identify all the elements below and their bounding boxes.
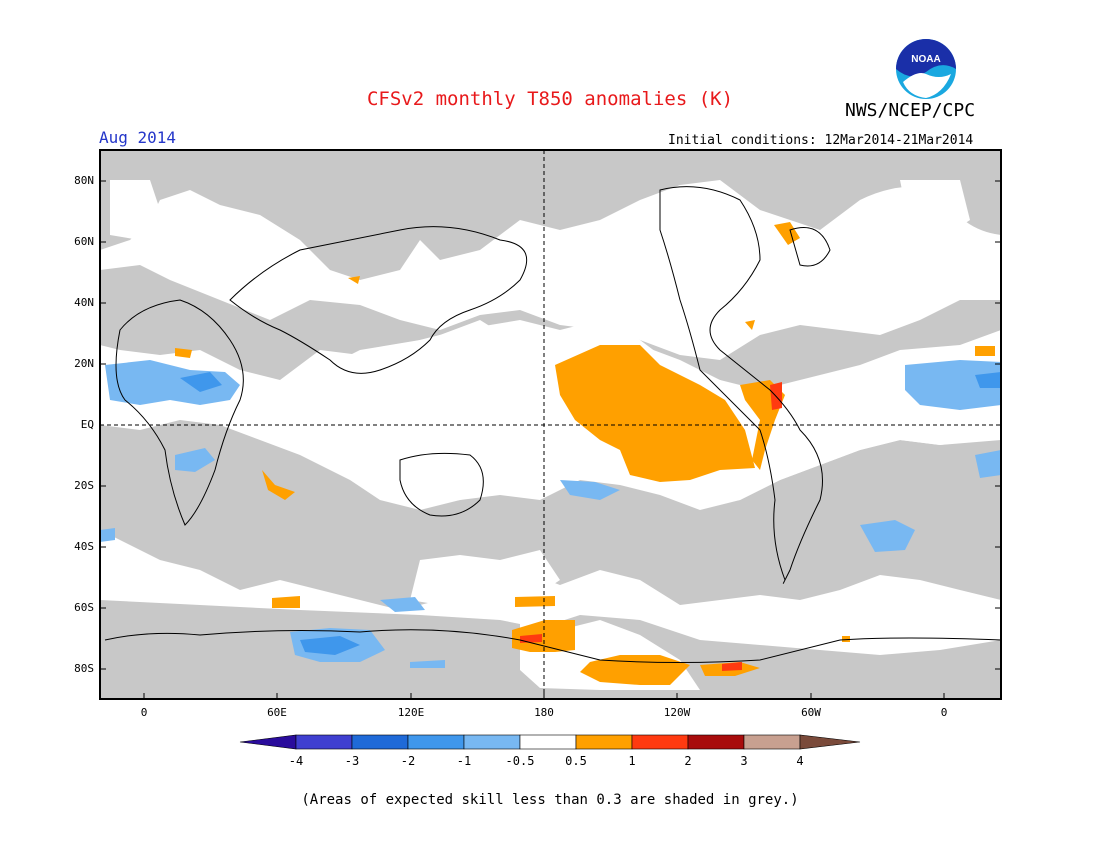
colorbar-swatch [631,734,689,750]
org-label: NWS/NCEP/CPC [845,100,976,121]
coastlines [104,186,1002,663]
colorbar-label: 3 [740,754,748,768]
colorbar-swatch [351,734,409,750]
lon-label-0-east: 0 [940,706,948,719]
colorbar-swatch [743,734,801,750]
colorbar-label: 1 [628,754,636,768]
map-title: CFSv2 monthly T850 anomalies (K) [366,88,734,110]
colorbar-swatch [519,734,577,750]
lon-label-120w: 120W [663,706,691,719]
map-frame [99,149,1002,700]
lon-label-0: 0 [140,706,148,719]
lat-label-40s: 40S [74,540,94,553]
colorbar-label: -0.5 [505,754,535,768]
colorbar-label: -1 [456,754,472,768]
colorbar-swatch [687,734,745,750]
lat-label-80s: 80S [74,662,94,675]
lat-label-20s: 20S [74,479,94,492]
colorbar-swatch [463,734,521,750]
noaa-logo-text: NOAA [911,54,940,65]
lon-label-120e: 120E [397,706,425,719]
lat-label-80n: 80N [74,174,94,187]
colorbar-arrow-right [799,734,861,750]
lon-label-60e: 60E [267,706,287,719]
noaa-logo: NOAA [896,39,956,99]
lat-label-eq: EQ [80,418,94,431]
colorbar-label: -2 [400,754,416,768]
cool-anomalies [100,360,1001,668]
lat-label-40n: 40N [74,296,94,309]
forecast-month: Aug 2014 [99,128,177,147]
lon-label-60w: 60W [801,706,821,719]
lat-label-60n: 60N [74,235,94,248]
lat-label-60s: 60S [74,601,94,614]
lat-label-20n: 20N [74,357,94,370]
lon-label-180: 180 [534,706,554,719]
colorbar-label: -3 [344,754,360,768]
axis-ticks [100,180,1001,699]
initial-conditions: Initial conditions: 12Mar2014-21Mar2014 [668,133,974,148]
colorbar-swatch [407,734,465,750]
skill-note: (Areas of expected skill less than 0.3 a… [301,792,799,808]
colorbar-label: 0.5 [565,754,587,768]
colorbar-swatch [295,734,353,750]
colorbar-label: -4 [288,754,304,768]
colorbar-label: 4 [796,754,804,768]
colorbar-arrow-left [239,734,297,750]
colorbar-label: 2 [684,754,692,768]
colorbar-swatch [575,734,633,750]
